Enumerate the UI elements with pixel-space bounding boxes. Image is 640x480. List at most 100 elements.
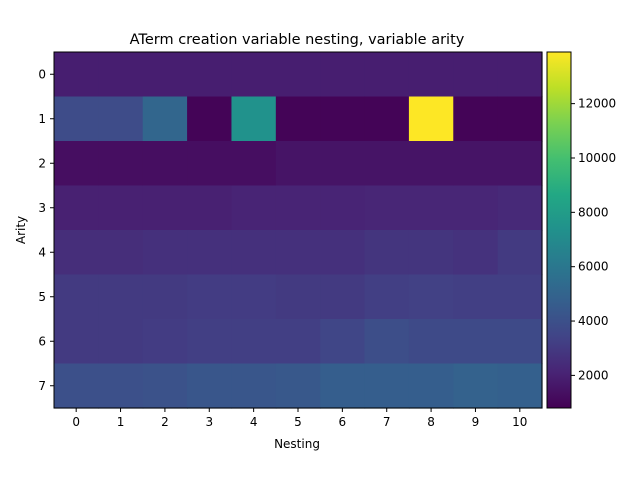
y-axis-label: Arity [14,216,28,244]
colorbar-tick-label: 6000 [578,260,609,274]
heatmap-cell [364,363,410,409]
heatmap-cell [320,230,366,276]
x-axis-label: Nesting [274,437,320,451]
heatmap-cell [408,185,454,231]
y-tick-label: 2 [38,156,46,170]
heatmap-cell [187,185,233,231]
heatmap-cell [497,185,543,231]
colorbar-tick-label: 4000 [578,314,609,328]
heatmap-cell [54,141,99,187]
colorbar-tick-label: 8000 [578,205,609,219]
heatmap-cell [275,363,321,409]
heatmap-cell [54,230,99,276]
heatmap-cell [497,274,543,320]
heatmap-cell [408,274,454,320]
heatmap-cell [142,230,188,276]
heatmap-cell [142,141,188,187]
colorbar-tick-label: 10000 [578,151,616,165]
heatmap-cell [54,363,99,409]
heatmap-cell [364,319,410,365]
heatmap-cell [54,319,99,365]
x-tick-label: 1 [117,415,125,429]
y-tick-label: 0 [38,67,46,81]
x-tick-label: 6 [339,415,347,429]
heatmap-cell [408,230,454,276]
heatmap-cell [364,185,410,231]
heatmap-cell [231,185,277,231]
heatmap-cell [320,141,366,187]
x-tick-label: 0 [72,415,80,429]
heatmap-cell [408,319,454,365]
y-tick-label: 1 [38,112,46,126]
heatmap-cell [231,141,277,187]
x-tick-label: 5 [294,415,302,429]
colorbar-tick-label: 2000 [578,368,609,382]
heatmap-cell [98,319,144,365]
heatmap-cell [231,230,277,276]
y-tick-label: 5 [38,290,46,304]
heatmap-cell [142,274,188,320]
colorbar-ticks: 2000 4000 6000 8000 10000 12000 [571,97,616,382]
heatmap-cell [231,363,277,409]
heatmap-cell [453,185,499,231]
heatmap-cell [231,319,277,365]
x-tick-label: 2 [161,415,169,429]
heatmap-cell [453,319,499,365]
heatmap-cell [408,141,454,187]
heatmap-cell [275,185,321,231]
heatmap-cell [453,96,499,142]
heatmap-cell [275,141,321,187]
heatmap-cell [275,230,321,276]
x-tick-label: 4 [250,415,258,429]
heatmap-cell [54,274,99,320]
heatmap-cell [275,96,321,142]
heatmap-cell [364,274,410,320]
heatmap-cell [408,52,454,98]
heatmap-cell [497,230,543,276]
chart-title: ATerm creation variable nesting, variabl… [130,32,465,48]
heatmap-cell [187,52,233,98]
heatmap-cell [453,230,499,276]
heatmap-cell [231,274,277,320]
x-tick-label: 3 [205,415,213,429]
colorbar [546,51,572,409]
heatmap-cell [187,274,233,320]
y-tick-label: 7 [38,379,46,393]
heatmap-cells [54,52,543,409]
heatmap-cell [98,363,144,409]
y-tick-label: 3 [38,201,46,215]
heatmap-cell [98,274,144,320]
heatmap-cell [187,96,233,142]
x-tick-label: 9 [472,415,480,429]
heatmap-cell [320,319,366,365]
heatmap-cell [187,230,233,276]
x-tick-label: 8 [427,415,435,429]
heatmap-cell [142,363,188,409]
heatmap-cell [142,319,188,365]
heatmap-cell [320,52,366,98]
heatmap-cell [497,319,543,365]
y-axis-ticks: 0 1 2 3 4 5 6 7 [38,67,54,393]
heatmap-cell [98,230,144,276]
y-tick-label: 4 [38,245,46,259]
heatmap-cell [54,185,99,231]
heatmap-cell [275,319,321,365]
x-tick-label: 10 [512,415,527,429]
heatmap-cell [142,52,188,98]
heatmap-cell [497,52,543,98]
heatmap-cell [408,363,454,409]
heatmap-cell [231,96,277,142]
heatmap-cell [453,52,499,98]
heatmap-cell [54,96,99,142]
heatmap-cell [187,141,233,187]
heatmap-cell [453,363,499,409]
heatmap-cell [98,96,144,142]
heatmap-cell [453,274,499,320]
heatmap-cell [142,185,188,231]
heatmap-cell [497,363,543,409]
y-tick-label: 6 [38,334,46,348]
heatmap-cell [453,141,499,187]
heatmap-cell [142,96,188,142]
heatmap-cell [320,274,366,320]
heatmap-cell [320,96,366,142]
